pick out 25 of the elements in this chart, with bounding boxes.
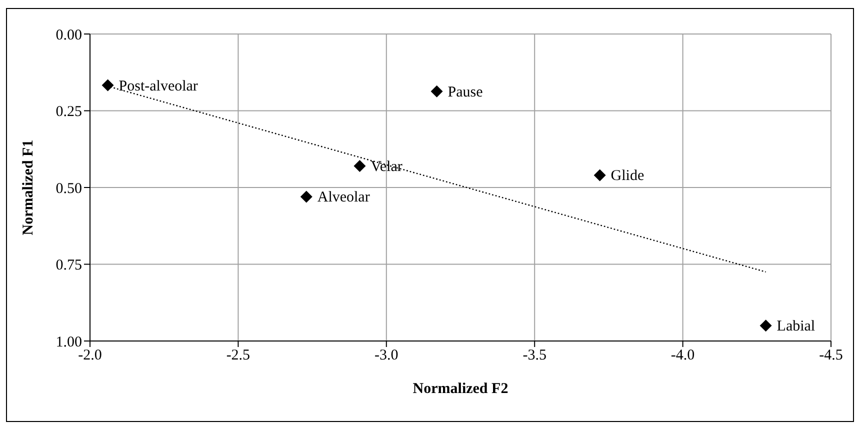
annotation: Pause [448, 84, 484, 100]
x-tick-label: -3.5 [522, 348, 546, 364]
point [430, 85, 443, 98]
annotation: Glide [610, 168, 644, 184]
annotation: Alveolar [317, 190, 370, 206]
x-tick-label: -4.0 [670, 348, 695, 364]
point [594, 169, 606, 182]
y-tick-label: 0.75 [56, 258, 82, 274]
x-axis-title: Normalized F2 [412, 381, 508, 397]
y-tick-label: 0.25 [56, 104, 82, 120]
y-tick-label: 0.50 [56, 180, 82, 197]
point [300, 190, 312, 203]
annotation: Velar [370, 159, 402, 176]
annotation: Post-alveolar [118, 78, 198, 94]
x-tick-label: -4.5 [819, 348, 843, 364]
y-axis-title: Normalized F1 [20, 140, 36, 236]
x-tick-label: -2.5 [226, 348, 250, 364]
y-tick-label: 0.00 [56, 27, 82, 44]
point [760, 320, 772, 332]
point [354, 160, 366, 172]
y-tick-label: 1.00 [56, 334, 82, 350]
x-tick-label: -3.0 [374, 348, 398, 364]
annotation: Labial [776, 318, 816, 335]
point [102, 79, 114, 92]
x-tick-label: -2.0 [78, 348, 102, 364]
